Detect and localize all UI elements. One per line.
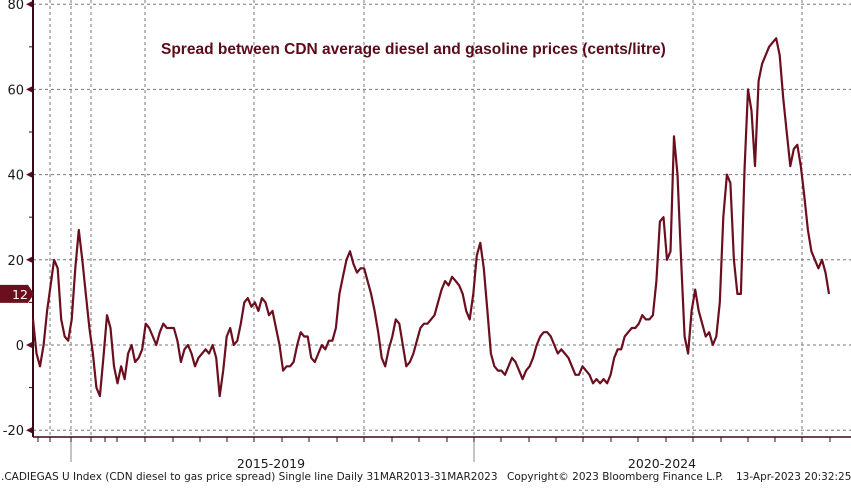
y-tick-label: 60 (7, 83, 24, 98)
series-line (31, 37, 831, 398)
y-tick-marker (26, 342, 32, 348)
y-tick-label: 0 (16, 339, 24, 354)
y-tick-label: 20 (7, 254, 24, 269)
y-axis-ticks: -20 0 20 40 60 80 (3, 0, 33, 439)
last-value-badge: 12 (0, 284, 34, 303)
period-label: 2020-2024 (628, 456, 696, 471)
last-value-label: 12 (12, 287, 28, 302)
horizontal-gridlines (33, 3, 851, 431)
y-tick-label: -20 (3, 424, 24, 439)
y-tick-label: 40 (7, 169, 24, 184)
last-value-badge-shape (0, 284, 34, 303)
period-label: 2015-2019 (237, 456, 305, 471)
y-tick-marker (26, 427, 32, 434)
chart-title: Spread between CDN average diesel and ga… (161, 41, 666, 58)
y-tick-label: 80 (7, 0, 24, 13)
copyright-text: Copyright© 2023 Bloomberg Finance L.P. (507, 471, 724, 483)
y-tick-marker (26, 256, 32, 263)
y-tick-marker (26, 171, 32, 178)
x-axis-ticks (37, 437, 831, 442)
vertical-gridlines (49, 0, 803, 437)
index-description: .CADIEGAS U Index (CDN diesel to gas pri… (1, 471, 498, 483)
y-tick-marker (26, 86, 32, 93)
y-tick-marker (26, 1, 32, 8)
timestamp: 13-Apr-2023 20:32:25 (736, 471, 851, 483)
